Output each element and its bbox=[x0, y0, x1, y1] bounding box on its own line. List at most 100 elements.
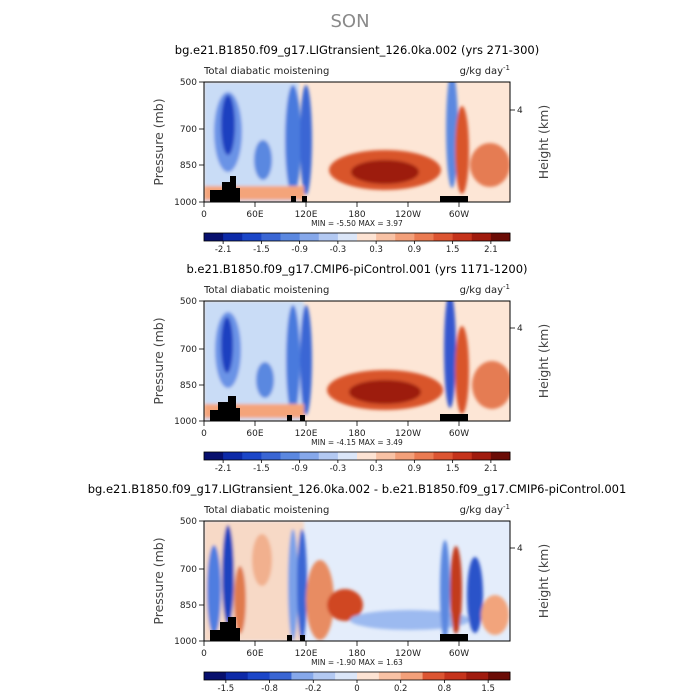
colorbar-segment bbox=[204, 452, 224, 460]
panel-3-topography-maritime-a bbox=[287, 635, 292, 641]
colorbar-tick-label: -0.3 bbox=[330, 245, 347, 255]
colorbar-segment bbox=[471, 233, 492, 241]
colorbar-segment bbox=[490, 233, 511, 241]
colorbar-segment bbox=[291, 672, 314, 680]
panel-3-field-andes-drying bbox=[440, 540, 450, 640]
colorbar-tick-label: 0.8 bbox=[438, 684, 452, 694]
panel-1-x-tick-180: 180 bbox=[348, 210, 365, 220]
colorbar-segment bbox=[378, 672, 402, 680]
panel-1-topography-africa bbox=[204, 176, 240, 202]
panel-3-field-maritime-1 bbox=[288, 529, 298, 641]
colorbar-tick-label: 0.9 bbox=[408, 245, 422, 255]
panel-2-field-maritime-1 bbox=[286, 305, 300, 415]
panel-1-min-max: MIN = -5.50 MAX = 3.97 bbox=[311, 219, 403, 228]
colorbar-tick-label: 1.5 bbox=[446, 464, 460, 474]
panel-3-field-andes-moistening bbox=[450, 546, 462, 634]
panel-1-height-axis-label: Height (km) bbox=[536, 105, 551, 179]
panel-2-field-africa-core bbox=[221, 317, 233, 373]
panel-1-y-axis-label: Pressure (mb) bbox=[151, 98, 166, 185]
panel-2-units-label: g/kg day-1 bbox=[460, 283, 510, 296]
panel-3-field-africa-moistening bbox=[234, 566, 246, 634]
panel-2-x-tick-60e: 60E bbox=[246, 429, 263, 439]
panel-3-field-indian-ocean bbox=[252, 534, 272, 586]
panel-2-height-tick-4: 4 bbox=[517, 324, 523, 334]
panel-2-title: b.e21.B1850.f09_g17.CMIP6-piControl.001 … bbox=[186, 262, 527, 276]
panel-2-field-atlantic-moistening bbox=[472, 361, 510, 409]
panel-3-topography-andes bbox=[440, 634, 468, 641]
panel-1-title: bg.e21.B1850.f09_g17.LIGtransient_126.0k… bbox=[175, 43, 539, 57]
colorbar-tick-label: 0.9 bbox=[408, 464, 422, 474]
panel-1-topography-maritime-b bbox=[302, 196, 307, 202]
colorbar-tick-label: 2.1 bbox=[484, 464, 498, 474]
colorbar-segment bbox=[261, 452, 281, 460]
panel-2-x-tick-0: 0 bbox=[201, 429, 207, 439]
panel-1-y-tick-700: 700 bbox=[180, 125, 197, 135]
panel-1: bg.e21.B1850.f09_g17.LIGtransient_126.0k… bbox=[151, 43, 551, 255]
panel-3-variable-label: Total diabatic moistening bbox=[203, 505, 329, 516]
panel-3: bg.e21.B1850.f09_g17.LIGtransient_126.0k… bbox=[88, 482, 627, 694]
colorbar-segment bbox=[414, 452, 434, 460]
panel-1-ticks bbox=[199, 81, 515, 207]
colorbar-frame bbox=[203, 232, 511, 242]
panel-3-title: bg.e21.B1850.f09_g17.LIGtransient_126.0k… bbox=[88, 482, 627, 496]
colorbar-segment bbox=[299, 233, 320, 241]
panel-3-x-tick-120e: 120E bbox=[295, 649, 318, 659]
panel-1-y-tick-500: 500 bbox=[180, 78, 197, 88]
colorbar-segment bbox=[466, 672, 489, 680]
colorbar-tick-label: 2.1 bbox=[484, 245, 498, 255]
panel-1-x-tick-60e: 60E bbox=[246, 210, 263, 220]
panel-3-units-label: g/kg day-1 bbox=[460, 503, 510, 516]
panel-3-plot-area bbox=[204, 521, 510, 641]
panel-2-plot-area bbox=[204, 301, 510, 421]
panel-1-topography-maritime-a bbox=[291, 196, 296, 202]
panel-1-y-tick-1000: 1000 bbox=[174, 198, 197, 208]
panel-3-y-axis-label: Pressure (mb) bbox=[151, 537, 166, 624]
panel-2-x-tick-180: 180 bbox=[348, 429, 365, 439]
colorbar-segment bbox=[357, 233, 377, 241]
colorbar-tick-label: -1.5 bbox=[253, 245, 270, 255]
panel-3-x-tick-60e: 60E bbox=[246, 649, 263, 659]
panel-1-x-tick-0: 0 bbox=[201, 210, 207, 220]
colorbar-segment bbox=[395, 233, 415, 241]
panel-3-ticks bbox=[199, 520, 515, 646]
colorbar-tick-label: -2.1 bbox=[215, 245, 232, 255]
colorbar-segment bbox=[204, 233, 224, 241]
colorbar-segment bbox=[261, 233, 281, 241]
panel-2-topography-maritime-a bbox=[287, 415, 292, 421]
panel-1-x-tick-60w: 60W bbox=[449, 210, 469, 220]
panel-3-y-tick-1000: 1000 bbox=[174, 637, 197, 647]
panel-1-topography-andes bbox=[440, 196, 468, 202]
colorbar-tick-label: -0.9 bbox=[291, 245, 308, 255]
colorbar-segment bbox=[318, 233, 339, 241]
panel-3-height-tick-4: 4 bbox=[517, 544, 523, 554]
panel-2-variable-label: Total diabatic moistening bbox=[203, 285, 329, 296]
colorbar-tick-label: -1.5 bbox=[253, 464, 270, 474]
panel-2-x-tick-120e: 120E bbox=[295, 429, 318, 439]
panel-1-field-africa-core bbox=[221, 95, 235, 155]
colorbar-segment bbox=[357, 672, 380, 680]
colorbar-segment bbox=[444, 672, 467, 680]
panel-3-topography-maritime-b bbox=[300, 635, 305, 641]
panel-3-x-tick-180: 180 bbox=[348, 649, 365, 659]
panel-2-field-andes-drying bbox=[444, 301, 456, 408]
colorbar-tick-label: 0.2 bbox=[394, 684, 408, 694]
panel-3-field-pacific-core bbox=[327, 589, 363, 621]
panel-1-field-andes-moistening bbox=[455, 106, 469, 194]
colorbar-segment bbox=[280, 452, 301, 460]
colorbar-segment bbox=[376, 452, 396, 460]
panel-2-topography-andes bbox=[440, 414, 468, 421]
colorbar-segment bbox=[488, 672, 511, 680]
panel-2-y-axis-label: Pressure (mb) bbox=[151, 317, 166, 404]
panel-3-x-tick-120w: 120W bbox=[395, 649, 421, 659]
panel-1-height-tick-4: 4 bbox=[517, 106, 523, 116]
colorbar-tick-label: -1.5 bbox=[218, 684, 235, 694]
colorbar-segment bbox=[400, 672, 423, 680]
colorbar-segment bbox=[337, 233, 358, 241]
colorbar-segment bbox=[422, 672, 445, 680]
panel-2-min-max: MIN = -4.15 MAX = 3.49 bbox=[311, 438, 403, 447]
panel-3-y-tick-700: 700 bbox=[180, 565, 197, 575]
panel-2-field-indian-ocean bbox=[256, 362, 274, 398]
panel-1-x-tick-120w: 120W bbox=[395, 210, 421, 220]
